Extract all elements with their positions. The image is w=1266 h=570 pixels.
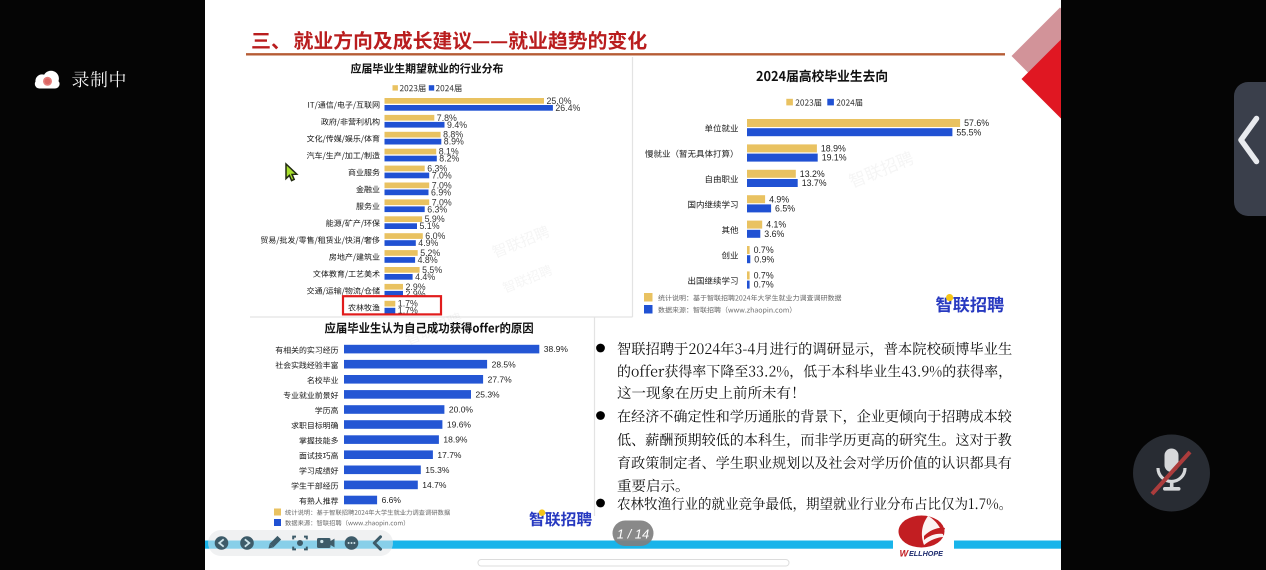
svg-text:0.7%: 0.7% <box>754 271 774 281</box>
svg-text:0.7%: 0.7% <box>754 245 774 255</box>
svg-text:9.4%: 9.4% <box>447 120 467 130</box>
svg-text:38.9%: 38.9% <box>544 344 569 354</box>
svg-text:25.3%: 25.3% <box>476 390 501 400</box>
svg-text:26.4%: 26.4% <box>555 103 580 113</box>
svg-text:19.6%: 19.6% <box>447 420 472 430</box>
svg-text:7.0%: 7.0% <box>432 180 452 190</box>
svg-text:13.2%: 13.2% <box>800 169 825 179</box>
svg-text:2.9%: 2.9% <box>406 282 426 292</box>
svg-text:6.6%: 6.6% <box>382 495 402 505</box>
svg-text:3.6%: 3.6% <box>764 229 784 239</box>
svg-text:6.3%: 6.3% <box>427 164 447 174</box>
svg-text:W: W <box>900 549 910 559</box>
svg-text:57.6%: 57.6% <box>964 118 989 128</box>
svg-text:4.9%: 4.9% <box>769 194 789 204</box>
svg-text:8.9%: 8.9% <box>444 137 464 147</box>
svg-text:4.8%: 4.8% <box>418 255 438 265</box>
svg-text:8.8%: 8.8% <box>443 130 463 140</box>
svg-text:18.9%: 18.9% <box>443 435 468 445</box>
svg-text:55.5%: 55.5% <box>956 127 981 137</box>
svg-text:ELLHOPE: ELLHOPE <box>909 549 943 558</box>
svg-text:14.7%: 14.7% <box>422 480 447 490</box>
svg-text:5.9%: 5.9% <box>425 214 445 224</box>
svg-text:5.2%: 5.2% <box>420 248 440 258</box>
svg-text:2.9%: 2.9% <box>406 289 426 299</box>
svg-text:4.4%: 4.4% <box>415 272 435 282</box>
svg-text:6.5%: 6.5% <box>775 204 795 214</box>
svg-text:6.9%: 6.9% <box>431 187 451 197</box>
svg-text:5.5%: 5.5% <box>422 265 442 275</box>
svg-text:7.8%: 7.8% <box>437 113 457 123</box>
svg-text:6.0%: 6.0% <box>425 231 445 241</box>
svg-text:1.7%: 1.7% <box>398 299 418 309</box>
svg-text:0.7%: 0.7% <box>754 280 774 290</box>
svg-text:1.7%: 1.7% <box>398 306 418 316</box>
svg-text:8.1%: 8.1% <box>439 147 459 157</box>
svg-text:6.3%: 6.3% <box>427 204 447 214</box>
svg-text:5.1%: 5.1% <box>420 221 440 231</box>
svg-text:1 / 14: 1 / 14 <box>617 527 650 542</box>
svg-text:4.1%: 4.1% <box>766 220 786 230</box>
svg-text:8.2%: 8.2% <box>439 154 459 164</box>
svg-text:18.9%: 18.9% <box>821 144 846 154</box>
svg-text:15.3%: 15.3% <box>425 465 450 475</box>
svg-text:7.0%: 7.0% <box>432 171 452 181</box>
svg-text:19.1%: 19.1% <box>822 153 847 163</box>
svg-text:7.0%: 7.0% <box>432 197 452 207</box>
svg-text:27.7%: 27.7% <box>488 374 513 384</box>
svg-text:4.9%: 4.9% <box>418 238 438 248</box>
svg-text:17.7%: 17.7% <box>437 450 462 460</box>
svg-text:25.0%: 25.0% <box>547 96 572 106</box>
svg-text:13.7%: 13.7% <box>802 178 827 188</box>
svg-text:28.5%: 28.5% <box>492 359 517 369</box>
svg-text:0.9%: 0.9% <box>754 254 774 264</box>
svg-text:20.0%: 20.0% <box>449 405 474 415</box>
